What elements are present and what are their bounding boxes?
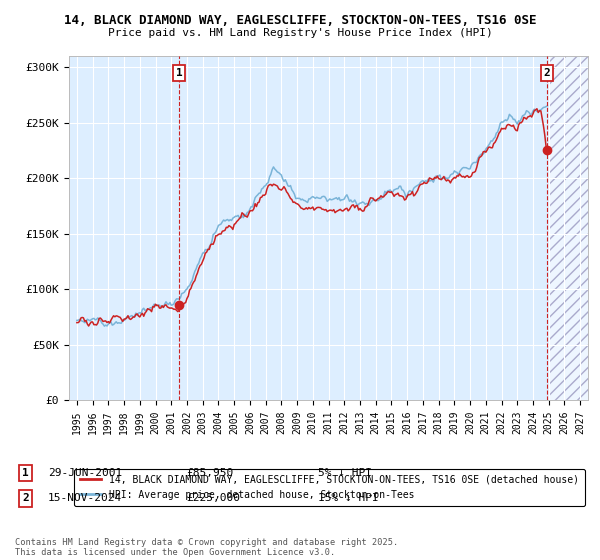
Text: £85,950: £85,950 bbox=[186, 468, 233, 478]
Text: 29-JUN-2001: 29-JUN-2001 bbox=[48, 468, 122, 478]
Text: 1: 1 bbox=[176, 68, 182, 78]
Text: 15-NOV-2024: 15-NOV-2024 bbox=[48, 493, 122, 503]
Legend: 14, BLACK DIAMOND WAY, EAGLESCLIFFE, STOCKTON-ON-TEES, TS16 0SE (detached house): 14, BLACK DIAMOND WAY, EAGLESCLIFFE, STO… bbox=[74, 469, 584, 506]
Text: 2: 2 bbox=[544, 68, 550, 78]
Text: 14, BLACK DIAMOND WAY, EAGLESCLIFFE, STOCKTON-ON-TEES, TS16 0SE: 14, BLACK DIAMOND WAY, EAGLESCLIFFE, STO… bbox=[64, 14, 536, 27]
Text: 15% ↓ HPI: 15% ↓ HPI bbox=[318, 493, 379, 503]
Text: Contains HM Land Registry data © Crown copyright and database right 2025.
This d: Contains HM Land Registry data © Crown c… bbox=[15, 538, 398, 557]
Text: 2: 2 bbox=[22, 493, 29, 503]
Text: 5% ↓ HPI: 5% ↓ HPI bbox=[318, 468, 372, 478]
Text: 1: 1 bbox=[22, 468, 29, 478]
Text: Price paid vs. HM Land Registry's House Price Index (HPI): Price paid vs. HM Land Registry's House … bbox=[107, 28, 493, 38]
Text: £225,000: £225,000 bbox=[186, 493, 240, 503]
